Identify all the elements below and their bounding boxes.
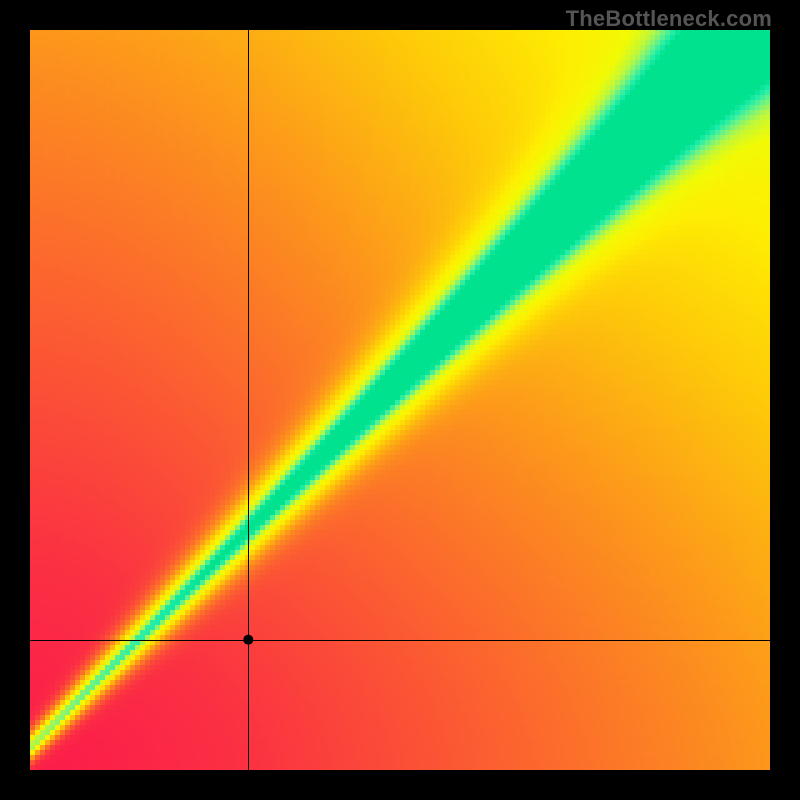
watermark-text: TheBottleneck.com (566, 6, 772, 32)
heatmap-canvas (30, 30, 770, 770)
bottleneck-heatmap (30, 30, 770, 770)
